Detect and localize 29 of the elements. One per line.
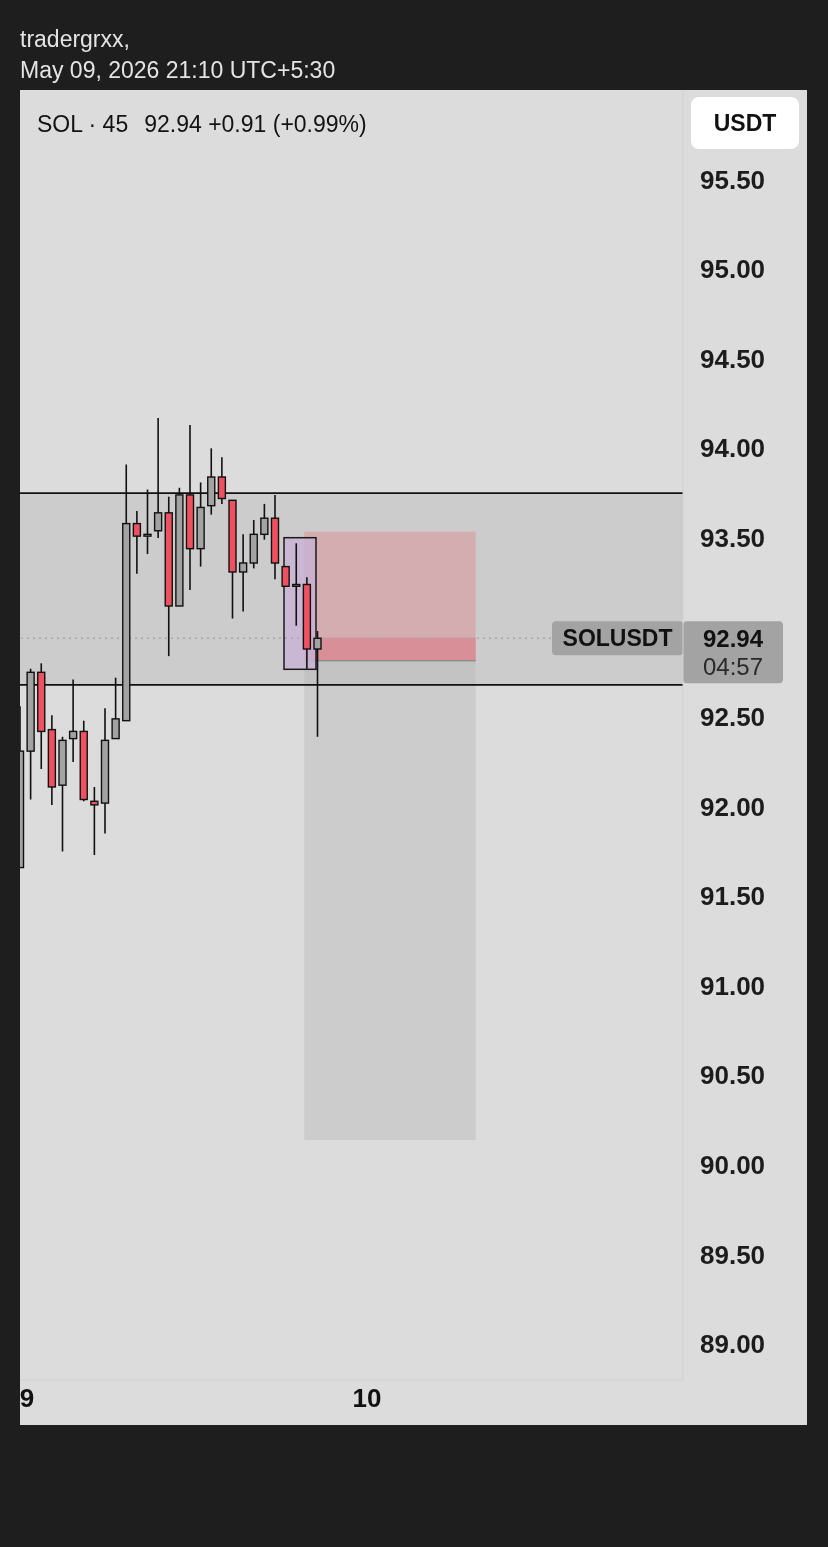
candlestick [292, 542, 301, 627]
text: 92.94 +0.91 (+0.99%) [144, 110, 367, 139]
x-tick-label: 9 [19, 1383, 35, 1413]
y-tick-label: 90.50 [700, 1060, 766, 1091]
y-axis-title: USDT [713, 109, 777, 137]
ref-line-label: SOLUSDT [562, 625, 673, 652]
text: SOL · 45 [37, 110, 129, 139]
y-tick-label: 89.00 [700, 1329, 766, 1360]
y-tick-label: 91.50 [700, 881, 766, 912]
text: 92.94 [702, 624, 764, 652]
y-tick-label: 95.50 [700, 164, 766, 195]
y-tick-label: 94.50 [700, 343, 766, 374]
y-tick-label: 93.50 [700, 522, 766, 553]
candlestick [281, 565, 290, 587]
text: tradergrxx, [20, 26, 130, 52]
y-tick-label: 91.00 [700, 970, 766, 1001]
y-tick-label: 94.00 [700, 433, 766, 464]
text: May 09, 2026 21:10 UTC+5:30 [20, 57, 336, 83]
y-tick-label: 90.00 [700, 1150, 766, 1180]
y-tick-label: 89.50 [700, 1239, 766, 1270]
candlestick [238, 533, 248, 613]
candlestick [260, 503, 269, 541]
x-tick-label: 10 [352, 1383, 382, 1413]
candlestick [90, 786, 99, 856]
candlestick [132, 510, 142, 575]
y-tick-label: 92.50 [700, 702, 766, 733]
y-tick-label: 95.00 [700, 254, 766, 285]
text: 04:57 [702, 652, 764, 680]
y-tick-label: 92.00 [700, 791, 766, 822]
